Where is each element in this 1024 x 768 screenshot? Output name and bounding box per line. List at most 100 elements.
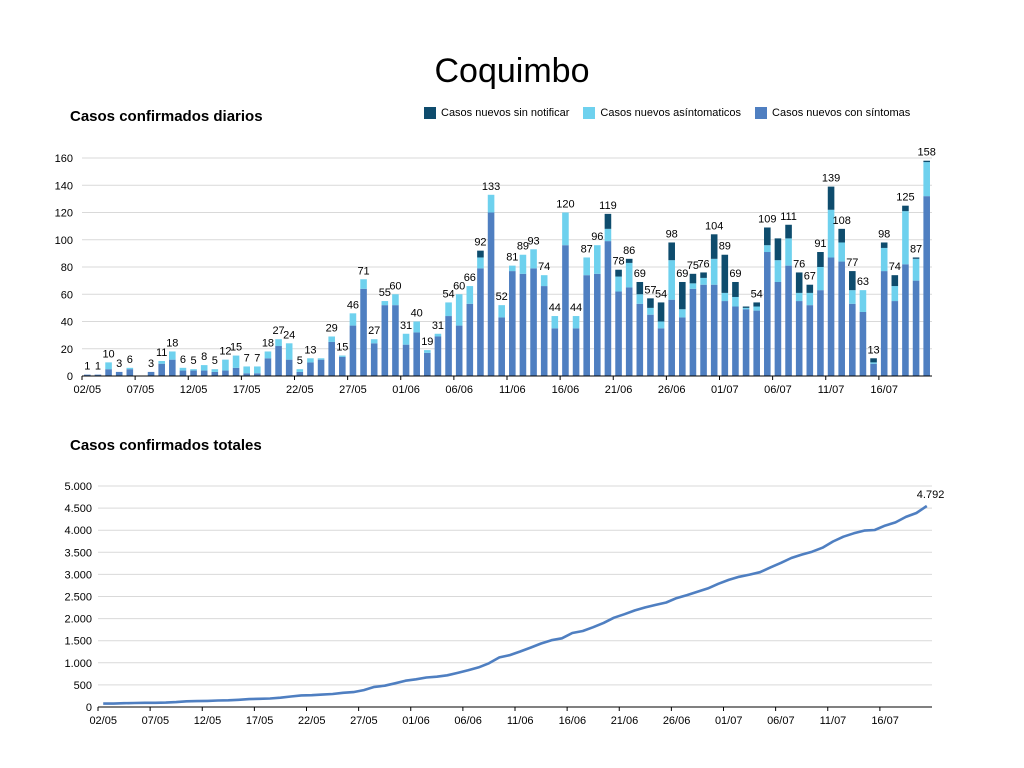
- bar-value-label: 60: [389, 280, 401, 292]
- bar-segment-asintomaticos: [817, 267, 824, 291]
- bar-value-label: 7: [244, 352, 250, 364]
- bar-segment-asintomaticos: [339, 355, 346, 357]
- bar-value-label: 10: [102, 348, 114, 360]
- daily-x-tick-label: 11/07: [818, 384, 845, 396]
- bar-value-label: 15: [336, 342, 348, 354]
- bar-segment-sintomas: [710, 284, 718, 376]
- bar-segment-asintomaticos: [668, 260, 675, 300]
- bar-segment-sintomas: [317, 359, 325, 376]
- bar-value-label: 108: [833, 215, 851, 227]
- bar-segment-asintomaticos: [753, 306, 760, 311]
- bar-segment-sin-notificar: [806, 284, 814, 293]
- bar-value-label: 69: [729, 268, 741, 280]
- bar-segment-sin-notificar: [689, 273, 697, 284]
- bar-value-label: 71: [357, 265, 369, 277]
- page-title: Coquimbo: [434, 52, 590, 90]
- bar-value-label: 13: [867, 344, 879, 356]
- bar-segment-sintomas: [392, 305, 399, 376]
- bar-value-label: 57: [644, 284, 656, 296]
- total-x-tick-label: 16/07: [871, 715, 899, 727]
- bar-segment-sin-notificar: [753, 302, 760, 307]
- bar-segment-sintomas: [349, 325, 357, 376]
- bar-value-label: 1: [95, 361, 101, 373]
- bar-value-label: 54: [751, 288, 763, 300]
- bar-segment-sintomas: [243, 373, 250, 376]
- bar-value-label: 69: [634, 268, 646, 280]
- bar-segment-asintomaticos: [636, 294, 644, 304]
- bar-value-label: 74: [538, 261, 550, 273]
- total-x-tick-label: 11/07: [820, 715, 847, 727]
- bar-segment-asintomaticos: [679, 309, 686, 318]
- bar-segment-asintomaticos: [615, 276, 622, 292]
- bar-value-label: 98: [666, 228, 678, 240]
- bar-segment-sintomas: [179, 370, 187, 376]
- bar-segment-sintomas: [381, 305, 389, 376]
- bar-segment-sin-notificar: [742, 306, 750, 308]
- bar-segment-sin-notificar: [625, 258, 633, 263]
- bar-segment-sintomas: [594, 273, 601, 376]
- bar-value-label: 5: [212, 355, 218, 367]
- bar-segment-asintomaticos: [424, 350, 431, 353]
- bar-value-label: 27: [272, 325, 284, 337]
- bar-value-label: 44: [570, 302, 582, 314]
- bar-segment-asintomaticos: [392, 294, 399, 306]
- bar-segment-sintomas: [328, 341, 335, 376]
- bar-value-label: 3: [148, 358, 154, 370]
- total-x-tick-label: 01/06: [402, 715, 430, 727]
- bar-segment-sintomas: [870, 363, 877, 376]
- bar-value-label: 1: [84, 361, 90, 373]
- bar-segment-sin-notificar: [870, 358, 877, 363]
- bar-segment-asintomaticos: [583, 257, 590, 276]
- bar-segment-sin-notificar: [647, 298, 654, 308]
- daily-x-tick-label: 21/06: [605, 384, 633, 396]
- bar-segment-asintomaticos: [328, 336, 335, 342]
- bar-segment-sin-notificar: [849, 271, 856, 291]
- bar-segment-asintomaticos: [742, 307, 750, 310]
- bar-segment-asintomaticos: [732, 296, 739, 307]
- bar-segment-sin-notificar: [657, 302, 665, 322]
- total-x-tick-label: 22/05: [298, 715, 326, 727]
- bar-segment-asintomaticos: [466, 286, 474, 304]
- bar-segment-asintomaticos: [434, 333, 442, 337]
- daily-x-tick-label: 12/05: [180, 384, 208, 396]
- bar-value-label: 78: [612, 256, 624, 268]
- bar-value-label: 125: [896, 192, 914, 204]
- bar-segment-sintomas: [657, 328, 665, 376]
- bar-segment-asintomaticos: [232, 355, 240, 368]
- bar-segment-sintomas: [169, 359, 176, 376]
- daily-y-tick-label: 40: [61, 317, 73, 329]
- bar-value-label: 86: [623, 245, 635, 257]
- legend-swatch-asintomaticos: [583, 107, 596, 119]
- daily-y-tick-label: 100: [55, 235, 73, 247]
- bar-segment-sintomas: [583, 275, 590, 376]
- total-chart-title: Casos confirmados totales: [70, 437, 262, 454]
- legend-label-sintomas: Casos nuevos con síntomas: [772, 107, 911, 119]
- bar-segment-sintomas: [795, 301, 803, 376]
- bar-value-label: 81: [506, 252, 518, 264]
- daily-y-tick-label: 20: [61, 344, 73, 356]
- daily-x-tick-label: 17/05: [233, 384, 261, 396]
- bar-segment-sintomas: [679, 317, 686, 376]
- bar-segment-asintomaticos: [477, 257, 484, 269]
- bar-segment-asintomaticos: [498, 305, 505, 318]
- bar-segment-sintomas: [753, 310, 760, 376]
- bar-segment-asintomaticos: [264, 351, 272, 359]
- bar-value-label: 87: [910, 243, 922, 255]
- bar-value-label: 87: [581, 243, 593, 255]
- bar-segment-asintomaticos: [158, 361, 165, 364]
- bar-segment-asintomaticos: [689, 283, 697, 289]
- bar-segment-sintomas: [509, 271, 516, 376]
- bar-segment-sintomas: [764, 252, 771, 376]
- daily-x-tick-label: 26/06: [658, 384, 686, 396]
- total-x-tick-label: 12/05: [194, 715, 222, 727]
- bar-segment-asintomaticos: [349, 313, 357, 326]
- total-x-tick-label: 27/05: [350, 715, 378, 727]
- bar-segment-sintomas: [721, 301, 729, 376]
- total-x-tick-label: 06/07: [767, 715, 795, 727]
- bar-segment-sin-notificar: [827, 186, 835, 210]
- total-y-tick-label: 1.000: [64, 658, 92, 670]
- bar-segment-sintomas: [307, 362, 314, 376]
- bar-segment-sintomas: [264, 358, 272, 376]
- bar-segment-sintomas: [689, 288, 697, 376]
